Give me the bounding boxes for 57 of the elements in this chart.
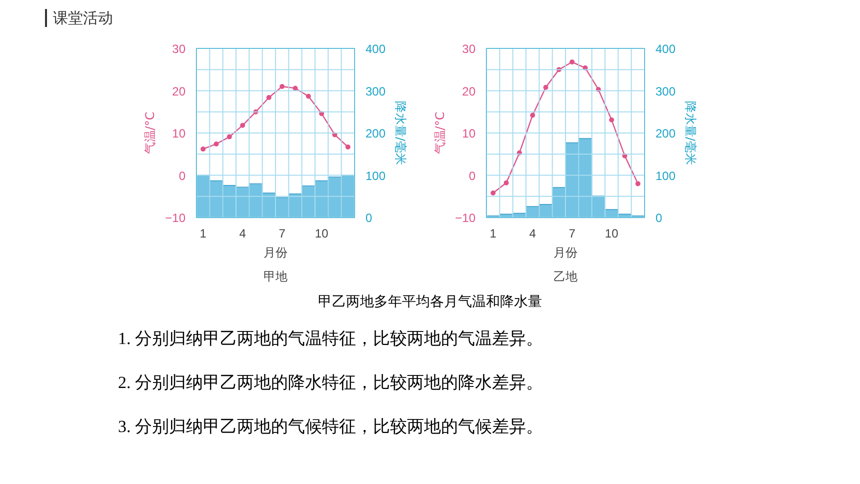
- point: [490, 190, 496, 196]
- text: 甲乙两地多年平均各月气温和降水量: [318, 294, 542, 312]
- y2-tick-label: 100: [366, 168, 386, 183]
- y-tick-label: 0: [178, 168, 186, 183]
- x-axis-title: 月份: [264, 246, 288, 260]
- y2-tick-label: 300: [656, 84, 676, 98]
- text: 甲地: [264, 270, 288, 284]
- point: [214, 141, 219, 146]
- point: [504, 180, 509, 186]
- y2-tick-label: 400: [656, 42, 676, 56]
- point: [266, 95, 272, 100]
- y-tick-label: 20: [462, 84, 476, 98]
- y-tick-label: −10: [165, 211, 186, 225]
- y-tick-label: 30: [462, 42, 476, 56]
- y-tick-label: 20: [172, 84, 186, 98]
- text: 乙地: [554, 270, 578, 284]
- point: [345, 144, 350, 150]
- y-tick-label: 30: [172, 42, 186, 56]
- y-tick-label: 10: [462, 126, 476, 140]
- y2-axis-title: 降水量/毫米: [684, 100, 698, 166]
- y2-tick-label: 400: [366, 42, 386, 56]
- x-tick-label: 1: [200, 226, 207, 240]
- point: [226, 134, 232, 140]
- y2-tick-label: 200: [656, 126, 676, 140]
- y2-tick-label: 100: [656, 168, 676, 183]
- x-axis-title: 月份: [554, 246, 578, 260]
- point: [280, 84, 285, 90]
- text: 1. 分别归纳甲乙两地的气温特征，比较两地的气温差异。: [118, 328, 543, 350]
- point: [635, 181, 640, 186]
- point: [609, 117, 614, 122]
- y-tick-label: 0: [468, 168, 476, 183]
- x-tick-label: 10: [604, 226, 619, 240]
- y2-tick-label: 300: [366, 84, 386, 98]
- point: [240, 122, 246, 128]
- x-tick-label: 10: [314, 226, 329, 240]
- x-tick-label: 4: [529, 226, 536, 240]
- y2-tick-label: 200: [366, 126, 386, 140]
- point: [292, 86, 298, 91]
- x-tick-label: 1: [490, 226, 497, 240]
- x-tick-label: 4: [239, 226, 246, 240]
- point: [570, 60, 575, 65]
- y-tick-label: −10: [455, 211, 476, 225]
- y-axis-title: 气温/°C: [143, 112, 158, 154]
- y2-axis-title: 降水量/毫米: [394, 100, 408, 166]
- y2-tick-label: 0: [656, 211, 662, 225]
- text: 课堂活动: [45, 9, 113, 27]
- y2-tick-label: 0: [366, 211, 372, 225]
- text: 2. 分别归纳甲乙两地的降水特征，比较两地的降水差异。: [118, 372, 543, 394]
- x-tick-label: 7: [568, 226, 576, 240]
- x-tick-label: 7: [278, 226, 286, 240]
- point: [200, 146, 206, 152]
- point: [306, 94, 311, 99]
- point: [530, 112, 536, 118]
- text: 3. 分别归纳甲乙两地的气候特征，比较两地的气候差异。: [118, 416, 543, 438]
- point: [543, 84, 548, 90]
- y-tick-label: 10: [172, 126, 186, 140]
- y-axis-title: 气温/°C: [433, 112, 448, 154]
